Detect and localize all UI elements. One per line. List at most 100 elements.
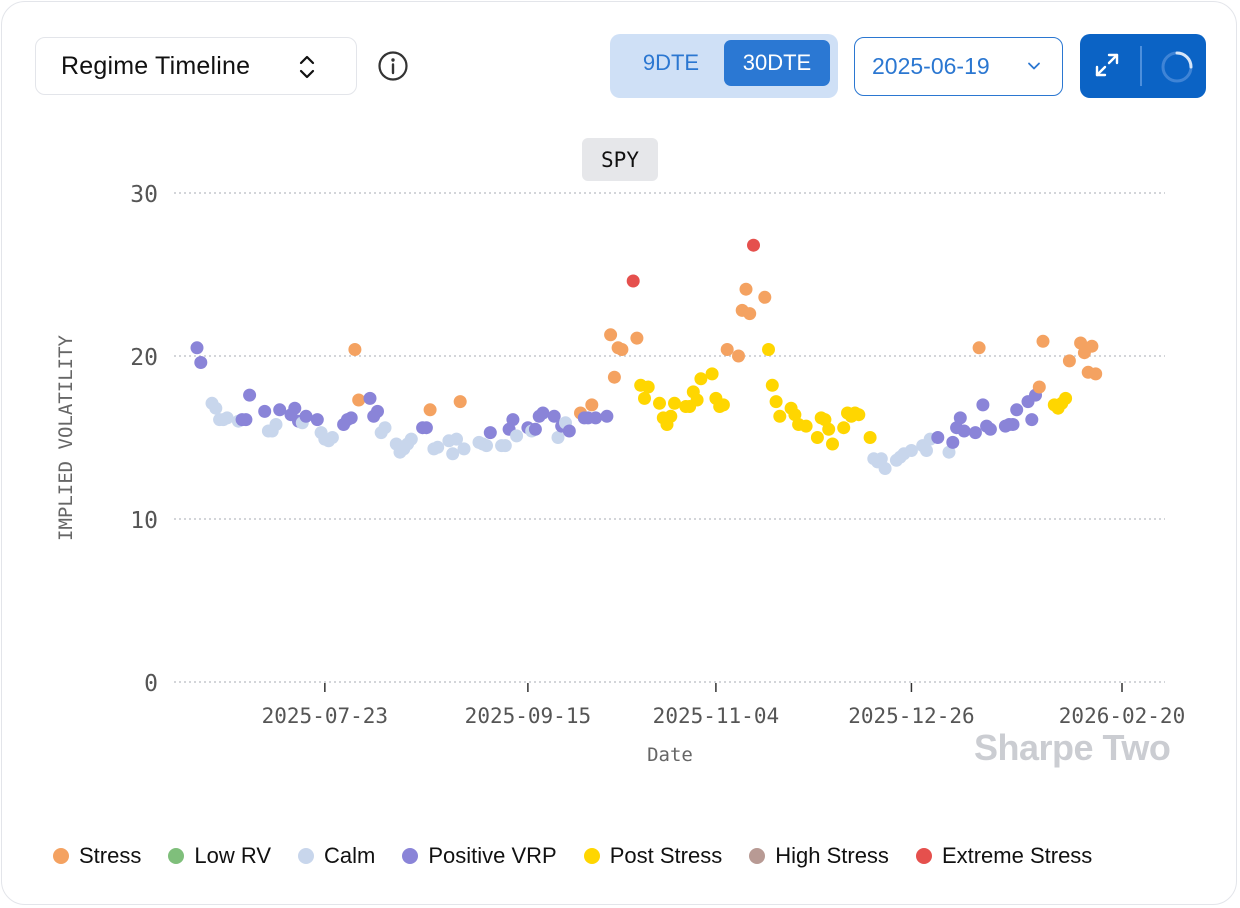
data-point [344, 411, 358, 425]
data-point [498, 439, 512, 453]
data-point [607, 370, 621, 384]
expand-icon[interactable] [1092, 50, 1122, 80]
data-point [664, 409, 678, 423]
legend-swatch [583, 848, 600, 864]
data-point [600, 409, 614, 423]
x-tick-label: 2025-11-04 [653, 704, 779, 728]
legend-item[interactable]: Extreme Stress [915, 843, 1093, 869]
y-tick-label: 20 [130, 345, 158, 371]
data-point [878, 462, 892, 475]
data-point [799, 419, 813, 433]
data-point [720, 343, 734, 356]
data-point [1006, 418, 1020, 431]
legend-item[interactable]: Calm [298, 843, 375, 869]
legend-item[interactable]: High Stress [749, 843, 889, 869]
data-point [1062, 354, 1076, 368]
data-point [739, 282, 753, 296]
data-point [931, 431, 945, 444]
date-dropdown[interactable]: 2025-06-19 [854, 37, 1063, 96]
x-axis-label: Date [647, 744, 693, 766]
data-point [551, 431, 565, 444]
data-point [258, 404, 272, 418]
chevron-down-icon [1028, 62, 1040, 70]
legend-label: Post Stress [609, 843, 723, 868]
data-point [480, 439, 493, 453]
data-point [946, 435, 960, 449]
data-point [904, 444, 918, 457]
data-point [852, 408, 866, 422]
data-point [239, 413, 253, 427]
data-point [1036, 334, 1050, 348]
data-point [788, 408, 802, 422]
data-point [615, 343, 629, 356]
data-point [310, 413, 324, 427]
legend-label: Low RV [194, 843, 271, 868]
data-point [209, 401, 223, 415]
x-tick-label: 2025-09-15 [465, 704, 591, 728]
data-point [983, 422, 997, 436]
data-point [716, 398, 730, 412]
legend-swatch [915, 848, 932, 864]
data-point [1085, 339, 1099, 353]
data-point [810, 431, 824, 444]
data-point [547, 409, 561, 423]
data-point [453, 395, 467, 409]
legend-swatch [53, 848, 69, 864]
data-point [378, 421, 392, 435]
view-selector[interactable]: Regime Timeline [35, 37, 357, 95]
legend-label: Extreme Stress [941, 843, 1093, 868]
data-point [528, 422, 542, 436]
data-point [920, 444, 933, 457]
data-point [769, 395, 783, 409]
y-tick-label: 30 [130, 182, 158, 208]
data-point [668, 396, 681, 410]
data-point [604, 328, 618, 342]
data-point [483, 426, 497, 440]
x-tick-label: 2025-07-23 [262, 704, 388, 728]
data-point [953, 411, 967, 425]
data-point [773, 409, 787, 423]
legend-label: Positive VRP [428, 843, 557, 868]
data-point [423, 403, 437, 417]
data-point [371, 404, 384, 418]
data-point [506, 413, 520, 427]
data-point [863, 431, 877, 444]
data-point [348, 343, 362, 356]
y-tick-label: 10 [130, 508, 158, 534]
legend-item[interactable]: Positive VRP [402, 843, 557, 869]
legend-swatch [168, 848, 185, 864]
data-point [747, 238, 760, 252]
data-point [874, 452, 888, 466]
dte-option-9dte[interactable]: 9DTE [642, 50, 700, 75]
data-point [732, 349, 745, 363]
data-point [694, 372, 708, 386]
data-point [972, 341, 986, 355]
data-point [705, 367, 719, 381]
data-point [957, 424, 971, 438]
info-icon[interactable] [377, 50, 409, 82]
data-point [562, 424, 576, 438]
data-point [450, 432, 463, 446]
data-point [457, 442, 471, 456]
dte-option-30dte[interactable]: 30DTE [724, 40, 830, 86]
data-point [273, 403, 287, 417]
data-point [653, 396, 666, 410]
data-point [968, 426, 982, 440]
legend-label: High Stress [775, 843, 889, 868]
legend-item[interactable]: Low RV [168, 843, 271, 869]
legend-swatch [402, 848, 419, 864]
data-point [641, 380, 655, 394]
data-point [1089, 367, 1103, 381]
data-point [758, 290, 772, 304]
data-point [220, 411, 234, 425]
data-point [536, 406, 550, 420]
legend-label: Calm [324, 843, 376, 868]
data-point [826, 437, 839, 451]
refresh-spinner-icon[interactable] [1160, 50, 1194, 84]
data-point [363, 391, 377, 405]
action-button-group [1080, 34, 1206, 98]
y-tick-label: 0 [144, 671, 158, 697]
legend-item[interactable]: Stress [53, 843, 141, 869]
legend-item[interactable]: Post Stress [583, 843, 723, 869]
data-point [762, 343, 775, 356]
